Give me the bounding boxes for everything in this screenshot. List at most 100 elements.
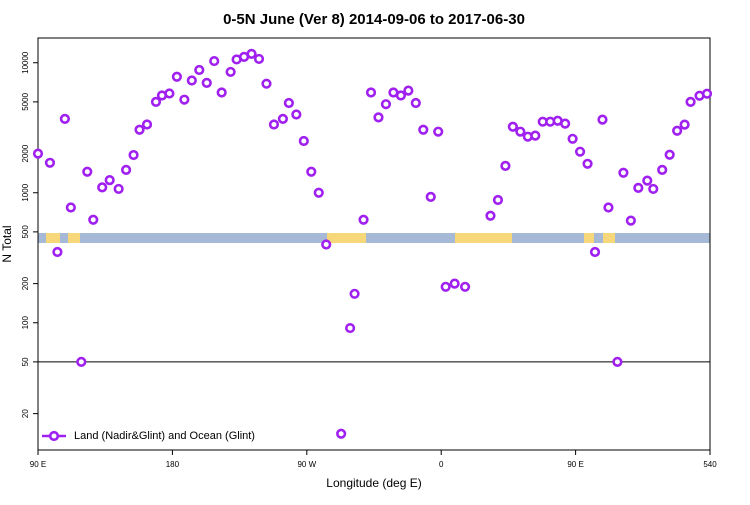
point (150, 96, 162, 107)
point (164, 88, 175, 99)
point (76, 356, 87, 367)
land-band (455, 233, 512, 243)
point (97, 182, 108, 193)
point (253, 53, 265, 65)
point (440, 281, 451, 292)
chart-title: 0-5N June (Ver 8) 2014-09-06 to 2017-06-… (223, 11, 525, 28)
point (128, 149, 139, 161)
point (679, 119, 690, 130)
y-tick-label: 500 (21, 225, 30, 239)
point (283, 97, 294, 109)
point (141, 119, 153, 130)
y-tick-label: 50 (21, 357, 30, 366)
point (336, 428, 347, 439)
y-tick-label: 100 (21, 316, 30, 330)
point (603, 202, 614, 213)
x-tick-label: 180 (166, 460, 180, 469)
point (597, 114, 608, 125)
point (701, 88, 713, 99)
point (104, 175, 115, 186)
point (657, 164, 668, 175)
x-tick-label: 0 (439, 460, 444, 469)
point (633, 182, 644, 193)
point (268, 119, 280, 130)
point (567, 133, 578, 144)
point (209, 55, 220, 67)
y-tick-label: 10000 (21, 51, 30, 74)
point (194, 64, 205, 76)
point (179, 94, 190, 105)
point (485, 210, 496, 221)
point (313, 187, 324, 198)
point (612, 356, 623, 367)
point (459, 281, 471, 292)
y-tick-label: 1000 (21, 183, 30, 201)
point (134, 124, 145, 135)
land-band (46, 233, 60, 243)
x-tick-label: 90 W (297, 460, 316, 469)
point (291, 109, 302, 120)
point (32, 148, 44, 159)
point (121, 164, 132, 175)
point (410, 97, 421, 109)
point (618, 167, 629, 178)
point (59, 113, 70, 124)
point (642, 175, 653, 186)
y-axis-label: N Total (0, 225, 14, 262)
ocean-band (38, 233, 710, 243)
point (574, 146, 586, 157)
y-tick-label: 5000 (21, 92, 30, 110)
land-band (68, 233, 80, 243)
legend-label: Land (Nadir&Glint) and Ocean (Glint) (74, 430, 255, 442)
y-tick-label: 2000 (21, 144, 30, 162)
x-tick-label: 90 E (30, 460, 46, 469)
point (500, 160, 511, 171)
point (44, 157, 56, 168)
point (380, 99, 392, 110)
point (515, 126, 526, 137)
point (530, 130, 541, 141)
point (306, 166, 317, 177)
point (365, 87, 377, 98)
y-tick-label: 200 (21, 276, 30, 290)
point (373, 112, 384, 123)
point (52, 246, 63, 258)
point (186, 75, 197, 86)
point (321, 239, 332, 250)
x-tick-label: 90 E (567, 460, 583, 469)
point (625, 215, 636, 226)
surface-band (38, 233, 710, 243)
y-tick-label: 20 (21, 409, 30, 418)
point (433, 126, 444, 137)
point (298, 135, 309, 147)
point (685, 96, 696, 107)
point (672, 125, 683, 136)
point (246, 48, 257, 59)
point (113, 183, 124, 195)
point (403, 85, 414, 96)
point (589, 246, 601, 258)
point (88, 214, 99, 225)
point (201, 77, 212, 88)
point (358, 214, 369, 225)
point (349, 288, 360, 299)
point (225, 66, 236, 78)
land-band (584, 233, 594, 243)
point (648, 183, 659, 195)
land-band (603, 233, 615, 243)
point (65, 202, 76, 213)
point (425, 191, 436, 202)
x-axis-label: Longitude (deg E) (326, 476, 421, 490)
point (418, 124, 429, 135)
point (560, 118, 571, 129)
point (582, 158, 593, 169)
point (261, 78, 272, 89)
plot-frame (37, 37, 711, 451)
point (395, 90, 406, 101)
land-band (327, 233, 366, 243)
x-tick-label: 540 (703, 460, 717, 469)
point (216, 87, 227, 98)
legend-marker (48, 430, 60, 442)
point (171, 71, 182, 82)
